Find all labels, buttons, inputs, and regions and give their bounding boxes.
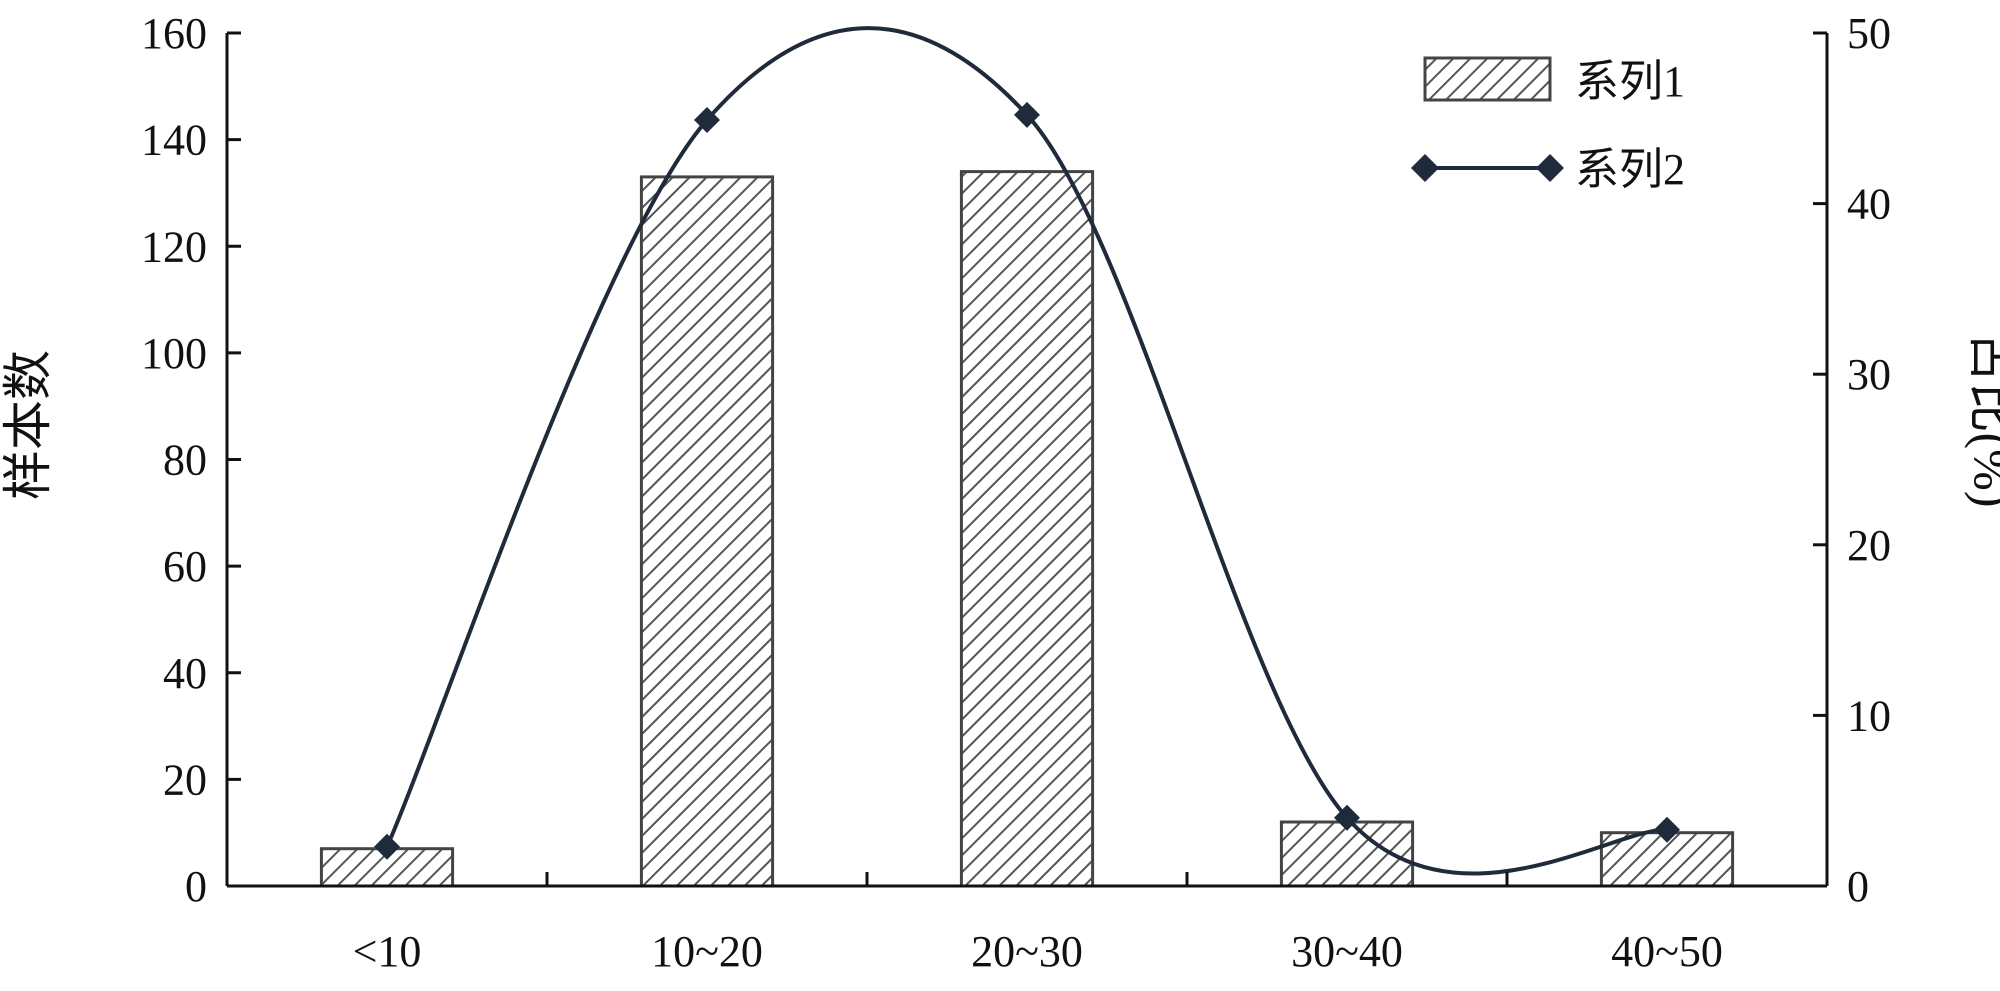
series-2-point-5 [1654, 816, 1680, 843]
series-2-point-3 [1014, 101, 1040, 128]
x-tick-label-5: 40~50 [1611, 927, 1723, 976]
y-tick-label-2: 40 [163, 649, 207, 698]
legend-diamond-marker-left [1411, 154, 1439, 182]
bar-3 [959, 170, 1095, 888]
legend-bar-swatch [1423, 56, 1552, 102]
y2-axis-title: 占比(%) [1964, 333, 2000, 508]
legend-label-series-1: 系列1 [1575, 57, 1685, 106]
series-2-point-1 [374, 833, 400, 860]
legend-label-series-2: 系列2 [1575, 145, 1685, 194]
y-tick-label-5: 100 [141, 329, 207, 378]
y-tick-label-6: 120 [141, 222, 207, 271]
x-tick-label-1: <10 [353, 927, 422, 976]
y2-tick-label-4: 40 [1847, 180, 1891, 229]
y-tick-label-8: 160 [141, 9, 207, 58]
y2-tick-label-1: 10 [1847, 691, 1891, 740]
legend: 系列1 系列2 [1411, 56, 1685, 194]
y2-tick-label-3: 30 [1847, 350, 1891, 399]
line-series [374, 26, 1680, 876]
y2-tick-label-5: 50 [1847, 9, 1891, 58]
bar-series [319, 170, 1735, 888]
y-tick-label-7: 140 [141, 116, 207, 165]
y2-tick-label-2: 20 [1847, 521, 1891, 570]
y-axis-title: 样本数 [0, 350, 56, 500]
y-tick-label-3: 60 [163, 542, 207, 591]
y2-tick-label-0: 0 [1847, 862, 1869, 911]
x-tick-label-3: 20~30 [971, 927, 1083, 976]
axes [225, 31, 1829, 888]
y-tick-label-4: 80 [163, 436, 207, 485]
series-2-point-4 [1334, 804, 1360, 831]
x-tick-label-2: 10~20 [651, 927, 763, 976]
series-2-point-2 [694, 107, 720, 134]
x-tick-label-4: 30~40 [1291, 927, 1403, 976]
legend-diamond-marker-right [1536, 154, 1564, 182]
y-tick-label-0: 0 [185, 862, 207, 911]
bar-2 [639, 175, 775, 888]
y-tick-label-1: 20 [163, 755, 207, 804]
tick-labels: 0 20 40 60 80 100 120 140 160 0 10 20 30 40 50 <10 10~20… [141, 9, 1891, 976]
